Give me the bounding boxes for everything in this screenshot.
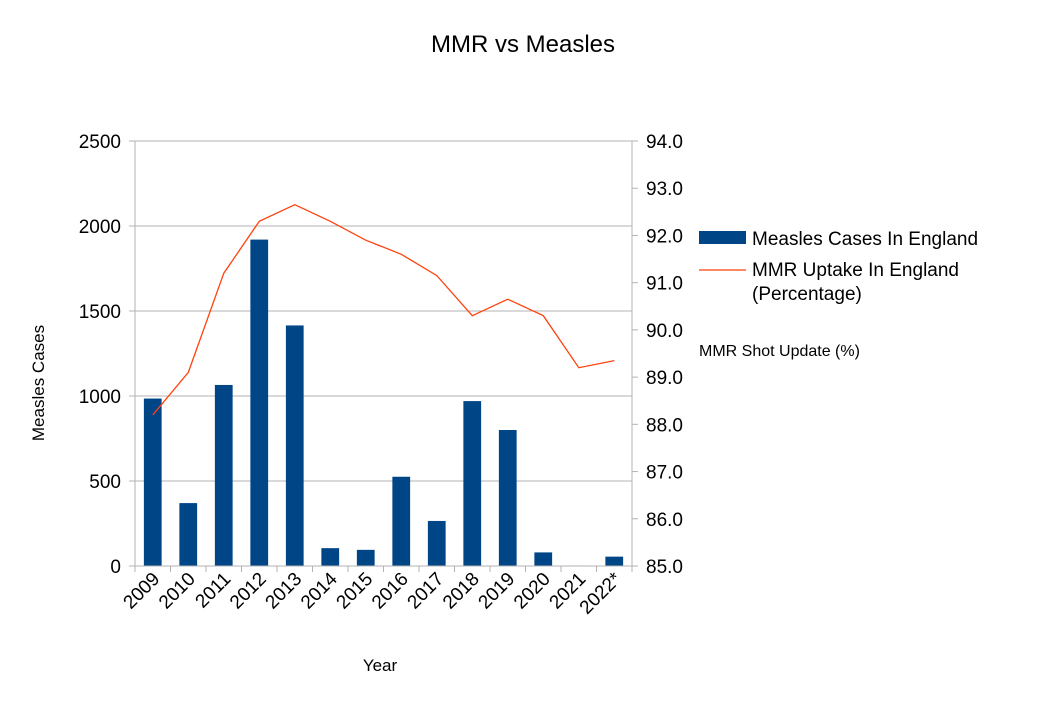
x-tick-label: 2016 xyxy=(368,569,413,614)
uptake-line xyxy=(152,203,615,416)
y-tick-label: 500 xyxy=(89,472,121,493)
x-axis-label: Year xyxy=(363,656,398,675)
legend-label-bar: Measles Cases In England xyxy=(752,229,978,250)
bar xyxy=(214,384,233,566)
line-series xyxy=(152,203,615,416)
bar xyxy=(250,239,269,566)
legend-label-line-1: MMR Uptake In England xyxy=(752,260,959,281)
y-tick-label: 1500 xyxy=(79,302,121,323)
x-axis-ticks: 2009201020112012201320142015201620172018… xyxy=(120,566,633,619)
x-tick-label: 2020 xyxy=(510,569,555,614)
legend: Measles Cases In England MMR Uptake In En… xyxy=(699,229,978,305)
x-tick-label: 2015 xyxy=(333,569,378,614)
y-axis-label: Measles Cases xyxy=(29,325,48,441)
y2-tick-label: 85.0 xyxy=(646,557,683,578)
y2-tick-label: 86.0 xyxy=(646,510,683,531)
y-tick-label: 2000 xyxy=(79,217,121,238)
axes xyxy=(134,141,633,567)
bar xyxy=(179,503,198,566)
bar xyxy=(534,552,553,566)
x-tick-label: 2013 xyxy=(262,569,307,614)
bar xyxy=(321,548,340,566)
y-tick-label: 1000 xyxy=(79,387,121,408)
gridlines xyxy=(135,140,632,482)
y-tick-label: 0 xyxy=(110,557,121,578)
y-tick-label: 2500 xyxy=(79,132,121,153)
right-axis-ticks: 85.0 86.0 87.0 88.0 89.0 90.0 91.0 92.0 93.0 94.0 xyxy=(632,132,683,578)
bar xyxy=(463,401,482,566)
secondary-axis-label: MMR Shot Update (%) xyxy=(699,343,860,360)
x-tick-label: 2014 xyxy=(297,568,342,613)
y2-tick-label: 89.0 xyxy=(646,368,683,389)
bar xyxy=(285,325,304,566)
left-axis-ticks: 0 500 1000 1500 2000 2500 xyxy=(79,132,135,578)
y2-tick-label: 88.0 xyxy=(646,415,683,436)
x-tick-label: 2017 xyxy=(404,569,449,614)
x-tick-label: 2019 xyxy=(475,569,520,614)
y2-tick-label: 87.0 xyxy=(646,463,683,484)
y2-tick-label: 91.0 xyxy=(646,274,683,295)
bar xyxy=(143,398,162,566)
legend-label-line-2: (Percentage) xyxy=(752,284,862,305)
bar xyxy=(427,520,446,566)
x-tick-label: 2011 xyxy=(192,569,236,613)
bar xyxy=(356,549,375,566)
bar xyxy=(605,556,624,566)
y2-tick-label: 93.0 xyxy=(646,179,683,200)
legend-swatch-bar xyxy=(699,231,746,244)
bar xyxy=(498,430,517,566)
x-tick-label: 2012 xyxy=(226,569,271,614)
bar-series xyxy=(143,239,624,566)
y2-tick-label: 92.0 xyxy=(646,226,683,247)
x-tick-label: 2022* xyxy=(576,568,626,618)
chart-title: MMR vs Measles xyxy=(431,31,615,58)
x-tick-label: 2009 xyxy=(120,569,165,614)
x-tick-label: 2010 xyxy=(155,569,200,614)
x-tick-label: 2018 xyxy=(439,569,484,614)
y2-tick-label: 90.0 xyxy=(646,321,683,342)
y2-tick-label: 94.0 xyxy=(646,132,683,153)
bar xyxy=(392,476,411,566)
